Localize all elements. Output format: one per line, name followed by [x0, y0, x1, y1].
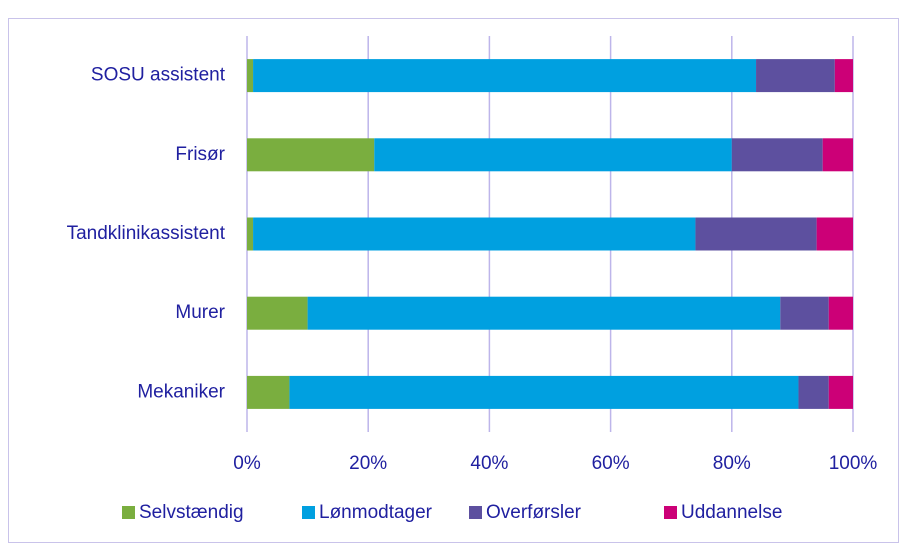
x-tick-label: 20% — [349, 453, 387, 474]
bar-segment — [834, 59, 853, 93]
x-tick-label: 80% — [713, 453, 751, 474]
legend-label: Overførsler — [486, 502, 582, 523]
bar-segment — [756, 59, 835, 93]
bar-segment — [374, 138, 732, 172]
legend-label: Lønmodtager — [319, 502, 433, 523]
legend-label: Selvstændig — [139, 502, 244, 523]
x-tick-label: 40% — [470, 453, 508, 474]
x-tick-label: 100% — [829, 453, 878, 474]
bar-segment — [247, 138, 375, 172]
bar-segment — [307, 296, 781, 330]
legend-swatch — [469, 506, 482, 519]
bar-segment — [780, 296, 829, 330]
legend-label: Uddannelse — [681, 502, 782, 523]
bar-segment — [247, 59, 254, 93]
bar-segment — [816, 217, 853, 251]
bar-segment — [798, 375, 829, 409]
y-tick-label: Mekaniker — [137, 381, 225, 402]
bar-segment — [731, 138, 823, 172]
bar-segment — [828, 296, 853, 330]
y-tick-label: SOSU assistent — [91, 65, 226, 86]
legend-swatch — [122, 506, 135, 519]
y-tick-label: Murer — [175, 302, 225, 323]
bar-segment — [253, 217, 696, 251]
y-tick-label: Tandklinikassistent — [67, 223, 226, 244]
bar-segment — [247, 296, 308, 330]
bar-segment — [822, 138, 853, 172]
x-tick-label: 60% — [592, 453, 630, 474]
bar-segment — [247, 217, 254, 251]
bar-segment — [247, 375, 290, 409]
legend-swatch — [664, 506, 677, 519]
bar-segment — [695, 217, 817, 251]
chart-frame — [8, 18, 899, 543]
bar-segment — [289, 375, 799, 409]
y-tick-label: Frisør — [175, 144, 225, 165]
bar-segment — [253, 59, 757, 93]
bar-segment — [828, 375, 853, 409]
legend-swatch — [302, 506, 315, 519]
x-tick-label: 0% — [233, 453, 261, 474]
